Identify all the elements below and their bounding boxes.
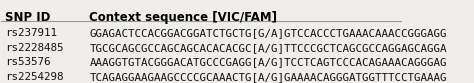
Text: TCAGAGGAAGAAGCCCCGCAAACTG[A/G]GAAAACAGGGATGGTTTCCTGAAAG: TCAGAGGAAGAAGCCCCGCAAACTG[A/G]GAAAACAGGG… <box>90 72 447 82</box>
Text: Context sequence [VIC/FAM]: Context sequence [VIC/FAM] <box>90 11 277 24</box>
Text: SNP ID: SNP ID <box>5 11 51 24</box>
Text: AAAGGTGTACGGGACATGCCCGAGG[A/G]TCCTCAGTCCCACAGAAACAGGGAG: AAAGGTGTACGGGACATGCCCGAGG[A/G]TCCTCAGTCC… <box>90 57 447 67</box>
Text: rs237911: rs237911 <box>5 28 57 38</box>
Text: GGAGACTCCACGGACGGATCTGCTG[G/A]GTCCACCCTGAAACAAACCGGGAGG: GGAGACTCCACGGACGGATCTGCTG[G/A]GTCCACCCTG… <box>90 28 447 38</box>
Text: rs53576: rs53576 <box>5 57 51 67</box>
Text: TGCGCAGCGCCAGCAGCACACACGC[A/G]TTCCCGCTCAGCGCCAGGAGCAGGA: TGCGCAGCGCCAGCAGCACACACGC[A/G]TTCCCGCTCA… <box>90 43 447 53</box>
Text: rs2254298: rs2254298 <box>5 72 64 82</box>
Text: rs2228485: rs2228485 <box>5 43 64 53</box>
